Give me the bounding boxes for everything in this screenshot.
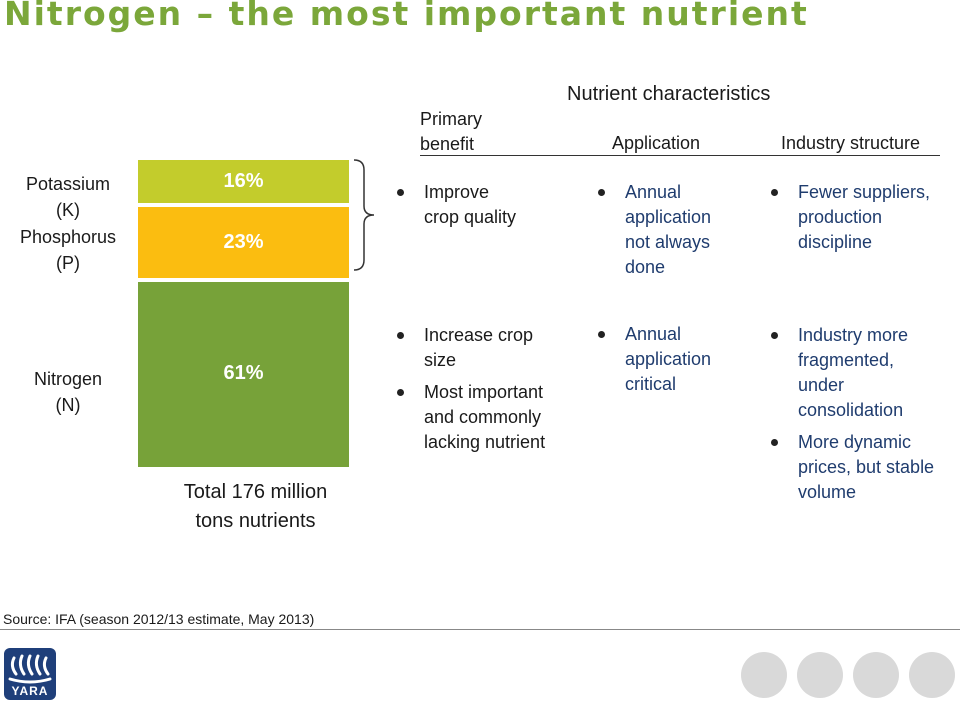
list-item: More dynamic prices, but stable volume: [771, 430, 935, 505]
bullet-icon: [771, 332, 778, 339]
header-rule: [420, 155, 940, 156]
list-item: Fewer suppliers, production discipline: [771, 180, 931, 255]
nitrogen-symbol: (N): [55, 395, 81, 415]
bar-total-line-2: tons nutrients: [195, 510, 316, 532]
list-item: Increase crop size: [397, 323, 545, 373]
bullet-icon: [598, 189, 605, 196]
industry-structure-header: Industry structure: [781, 133, 921, 153]
n-industry-line: More dynamic: [798, 432, 912, 452]
decorative-circle: [797, 652, 843, 698]
kp-application-list: Annual application not always done: [598, 180, 712, 280]
yara-logo: YARA: [4, 648, 56, 700]
nitrogen-name: Nitrogen: [33, 369, 103, 389]
kp-industry-list: Fewer suppliers, production discipline: [771, 180, 931, 255]
kp-industry-line: production: [798, 207, 883, 227]
n-benefit-line: Most important: [424, 382, 544, 402]
n-application-line: application: [625, 349, 712, 369]
nitrogen-label: Nitrogen (N): [8, 366, 128, 418]
primary-benefit-header: Primary benefit: [420, 107, 482, 157]
kp-benefit-list: Improve crop quality: [397, 180, 517, 230]
potassium-symbol: (K): [56, 200, 80, 220]
logo-text: YARA: [11, 684, 49, 698]
brace-icon: [353, 159, 375, 271]
potassium-label: Potassium (K): [8, 171, 128, 223]
phosphorus-name: Phosphorus: [19, 227, 117, 247]
viking-ship-icon: [8, 654, 52, 684]
phosphorus-label: Phosphorus (P): [8, 224, 128, 276]
bullet-icon: [598, 331, 605, 338]
kp-application-line: Annual: [625, 182, 682, 202]
n-industry-line: fragmented,: [798, 350, 895, 370]
bar-total-label: Total 176 million tons nutrients: [138, 478, 373, 536]
bullet-icon: [397, 389, 404, 396]
phosphorus-symbol: (P): [56, 253, 80, 273]
bar-total-line-1: Total 176 million: [183, 481, 328, 503]
n-application-line: Annual: [625, 324, 682, 344]
n-application-line: critical: [625, 374, 677, 394]
kp-industry-line: Fewer suppliers,: [798, 182, 931, 202]
nutrient-characteristics-header: Nutrient characteristics: [567, 83, 771, 105]
n-benefit-list: Increase crop size Most important and co…: [397, 323, 546, 455]
kp-industry-line: discipline: [798, 232, 873, 252]
n-industry-list: Industry more fragmented, under consolid…: [771, 323, 935, 505]
n-industry-line: volume: [798, 482, 857, 502]
n-industry-line: consolidation: [798, 400, 904, 420]
list-item: Annual application not always done: [598, 180, 712, 280]
list-item: Most important and commonly lacking nutr…: [397, 380, 546, 455]
n-industry-line: Industry more: [798, 325, 909, 345]
kp-application-line: done: [625, 257, 666, 277]
kp-benefit-line: Improve: [424, 182, 490, 202]
n-benefit-line: lacking nutrient: [424, 432, 546, 452]
source-note: Source: IFA (season 2012/13 estimate, Ma…: [3, 611, 315, 627]
bar-value-phosphorus: 23%: [223, 231, 264, 253]
bar-segment-nitrogen: 61%: [138, 282, 349, 467]
bullet-icon: [397, 332, 404, 339]
potassium-name: Potassium: [25, 174, 111, 194]
bullet-icon: [771, 189, 778, 196]
decorative-circle: [909, 652, 955, 698]
bar-value-potassium: 16%: [223, 170, 264, 192]
n-application-list: Annual application critical: [598, 322, 712, 397]
bar-segment-potassium: 16%: [138, 160, 349, 203]
decorative-circle: [741, 652, 787, 698]
footer-rule: [0, 629, 960, 630]
kp-benefit-line: crop quality: [424, 207, 517, 227]
bar-value-nitrogen: 61%: [223, 362, 264, 384]
application-header: Application: [612, 133, 701, 153]
page-title: Nitrogen – the most important nutrient: [4, 0, 809, 33]
primary-benefit-line-2: benefit: [420, 134, 475, 154]
bar-segment-phosphorus: 23%: [138, 207, 349, 278]
list-item: Annual application critical: [598, 322, 712, 397]
bullet-icon: [397, 189, 404, 196]
list-item: Industry more fragmented, under consolid…: [771, 323, 934, 423]
n-benefit-line: Increase crop: [424, 325, 534, 345]
n-industry-line: prices, but stable: [798, 457, 935, 477]
n-benefit-line: size: [424, 350, 457, 370]
decorative-circle: [853, 652, 899, 698]
n-industry-line: under: [798, 375, 845, 395]
bullet-icon: [771, 439, 778, 446]
primary-benefit-line-1: Primary: [420, 109, 482, 129]
kp-application-line: application: [625, 207, 712, 227]
list-item: Improve crop quality: [397, 180, 517, 230]
kp-application-line: not always: [625, 232, 711, 252]
n-benefit-line: and commonly: [424, 407, 542, 427]
